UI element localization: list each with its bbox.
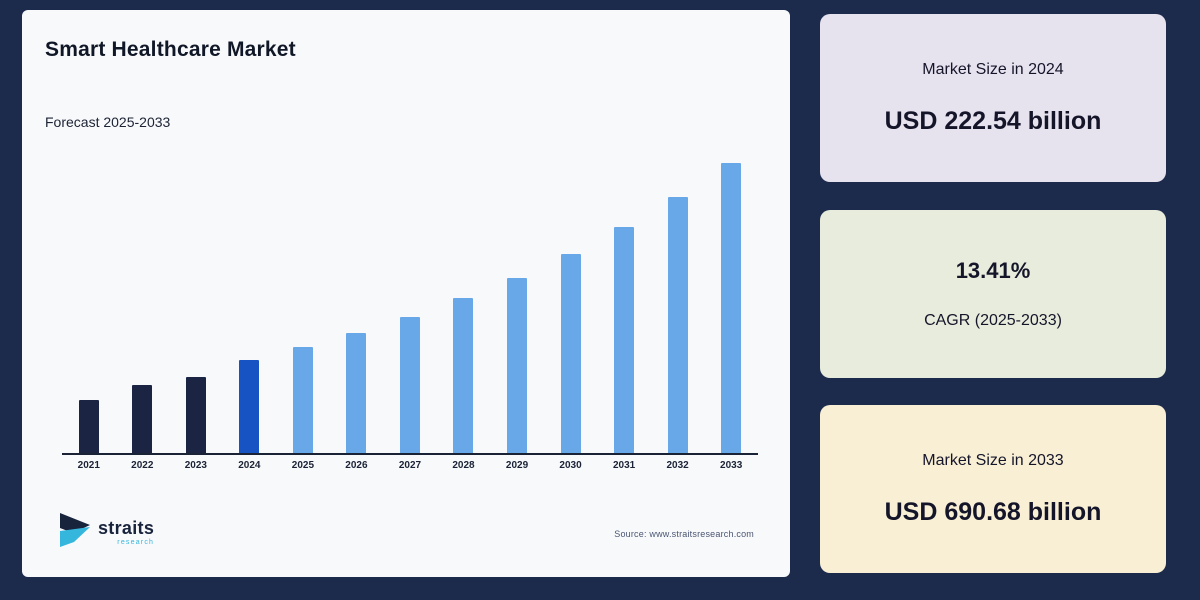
- bar-2022: [116, 159, 169, 453]
- bar-2031: [598, 159, 651, 453]
- bar-2023: [169, 159, 222, 453]
- chart-title: Smart Healthcare Market: [45, 38, 296, 61]
- chart-card: Smart Healthcare Market Forecast 2025-20…: [22, 10, 790, 577]
- x-tick-2032: 2032: [666, 460, 689, 471]
- cagr-value: 13.41%: [955, 258, 1031, 283]
- x-tick-2030: 2030: [559, 460, 582, 471]
- x-tick-2031: 2031: [612, 460, 636, 471]
- bar-2026: [330, 159, 383, 453]
- straits-arrow-icon: [58, 512, 92, 553]
- logo-text: straits research: [98, 519, 154, 546]
- bar-2030: [544, 159, 597, 453]
- straits-research-logo: straits research: [58, 512, 154, 553]
- bar-2033: [705, 159, 758, 453]
- bar-2025: [276, 159, 329, 453]
- cagr-card: 13.41% CAGR (2025-2033): [820, 210, 1166, 378]
- x-tick-2025: 2025: [291, 460, 315, 471]
- x-tick-2029: 2029: [505, 460, 529, 471]
- bar-2024: [223, 159, 276, 453]
- market-size-2024-value: USD 222.54 billion: [884, 106, 1102, 135]
- x-axis-labels: 2021 2022 2023 2024 2025 2026 2027 2028 2029 2030…: [62, 460, 758, 471]
- x-tick-2022: 2022: [131, 460, 154, 471]
- market-size-2033-label: Market Size in 2033: [922, 451, 1064, 469]
- bar-plot: [62, 159, 758, 453]
- chart-subtitle: Forecast 2025-2033: [45, 114, 171, 130]
- market-size-2033-value: USD 690.68 billion: [884, 497, 1102, 526]
- bar-2032: [651, 159, 704, 453]
- market-size-2024-card: Market Size in 2024 USD 222.54 billion: [820, 14, 1166, 182]
- x-tick-2027: 2027: [398, 460, 422, 471]
- source-attribution: Source: www.straitsresearch.com: [614, 529, 754, 539]
- x-tick-2024: 2024: [238, 460, 261, 471]
- market-size-2033-card: Market Size in 2033 USD 690.68 billion: [820, 405, 1166, 573]
- x-tick-2033: 2033: [720, 460, 743, 471]
- bar-chart: 2021 2022 2023 2024 2025 2026 2027 2028 2029 2030…: [62, 159, 758, 473]
- x-tick-2028: 2028: [452, 460, 475, 471]
- market-size-2024-label: Market Size in 2024: [922, 60, 1064, 78]
- x-tick-2026: 2026: [345, 460, 368, 471]
- logo-name: straits: [98, 518, 155, 538]
- bar-2021: [62, 159, 115, 453]
- bar-2028: [437, 159, 490, 453]
- logo-subtitle: research: [117, 539, 155, 546]
- x-axis-line: [62, 453, 758, 455]
- cagr-label: CAGR (2025-2033): [924, 312, 1062, 329]
- x-tick-2023: 2023: [184, 460, 207, 471]
- bar-2029: [491, 159, 544, 453]
- bar-2027: [383, 159, 436, 453]
- x-tick-2021: 2021: [77, 460, 100, 471]
